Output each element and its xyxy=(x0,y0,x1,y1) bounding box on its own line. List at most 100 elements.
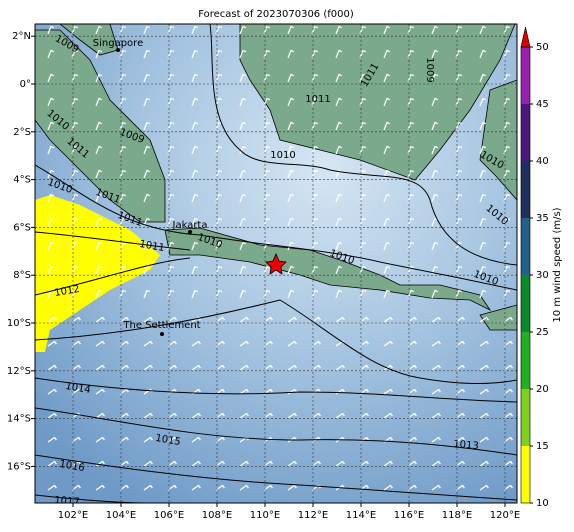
contour-label: 1010 xyxy=(270,150,295,161)
wind-barb xyxy=(167,289,175,299)
wind-barb xyxy=(119,412,129,419)
wind-barb xyxy=(359,412,369,419)
colorbar-tick-label: 10 xyxy=(536,498,549,509)
wind-barb xyxy=(287,217,295,227)
wind-barb xyxy=(335,241,343,251)
colorbar-segment xyxy=(521,104,530,161)
wind-barb xyxy=(455,73,463,83)
wind-barb xyxy=(215,484,225,491)
wind-barb xyxy=(503,169,511,179)
wind-barb xyxy=(335,193,343,203)
wind-barb xyxy=(335,289,343,299)
wind-barb xyxy=(191,49,199,59)
wind-barbs xyxy=(47,25,513,491)
island xyxy=(479,304,517,331)
contour-label: 1016 xyxy=(58,459,85,474)
contour-label: 1013 xyxy=(453,439,479,452)
wind-barb xyxy=(119,49,127,59)
wind-barb xyxy=(191,169,199,179)
wind-barb xyxy=(215,25,223,35)
wind-barb xyxy=(311,460,321,467)
wind-barb xyxy=(479,145,487,155)
wind-barb xyxy=(383,121,391,131)
wind-barb xyxy=(215,97,223,107)
wind-barb xyxy=(143,316,153,323)
wind-barb xyxy=(191,289,199,299)
wind-barb xyxy=(47,340,57,347)
wind-barb xyxy=(47,73,55,83)
place-label: The Settlement xyxy=(122,320,200,331)
wind-barb xyxy=(359,97,367,107)
wind-barb xyxy=(119,364,129,371)
wind-barb xyxy=(335,436,345,443)
wind-barb xyxy=(287,412,297,419)
wind-barb xyxy=(407,73,415,83)
malay-peninsula xyxy=(59,24,119,56)
wind-barb xyxy=(167,193,175,203)
wind-barb xyxy=(119,169,127,179)
wind-barb xyxy=(191,484,201,491)
wind-barb xyxy=(287,49,295,59)
isobar xyxy=(35,164,517,291)
wind-barb xyxy=(95,265,103,275)
wind-barb xyxy=(503,121,511,131)
wind-barb xyxy=(455,388,465,395)
x-tick-label: 120°E xyxy=(490,510,520,521)
wind-barb xyxy=(455,25,463,35)
map-frame xyxy=(34,23,518,504)
wind-barb xyxy=(167,364,177,371)
wind-barb xyxy=(455,121,463,131)
wind-barb xyxy=(311,217,319,227)
wind-barb xyxy=(71,49,79,59)
wind-barb xyxy=(383,436,393,443)
y-tick-label: 8°S xyxy=(13,270,31,281)
colorbar-segment xyxy=(521,275,530,332)
wind-barb xyxy=(263,265,271,275)
wind-barb xyxy=(143,289,151,299)
wind-barb xyxy=(383,145,391,155)
wind-barb xyxy=(143,484,153,491)
wind-barb xyxy=(455,436,465,443)
contour-label: 1017 xyxy=(54,495,80,508)
wind-barb xyxy=(71,436,81,443)
wind-barb xyxy=(47,460,57,467)
wind-barb xyxy=(263,316,273,323)
wind-barb xyxy=(431,241,439,251)
wind-barb xyxy=(215,121,223,131)
x-tick-label: 114°E xyxy=(346,510,376,521)
wind-barb xyxy=(119,388,129,395)
wind-barb xyxy=(95,97,103,107)
wind-barb xyxy=(167,97,175,107)
wind-barb xyxy=(95,25,103,35)
wind-barb xyxy=(359,289,367,299)
colorbar-tick-label: 30 xyxy=(536,270,549,281)
wind-barb xyxy=(431,388,441,395)
wind-barb xyxy=(71,289,79,299)
isobar xyxy=(35,257,191,296)
wind-barb xyxy=(359,484,369,491)
wind-barb xyxy=(407,340,417,347)
wind-barb xyxy=(71,121,79,131)
wind-barb xyxy=(215,289,223,299)
wind-barb xyxy=(263,193,271,203)
wind-barb xyxy=(479,265,487,275)
y-tick-label: 6°S xyxy=(13,222,31,233)
wind-barb xyxy=(431,25,439,35)
wind-barb xyxy=(263,289,271,299)
wind-barb xyxy=(119,241,127,251)
wind-barb xyxy=(431,436,441,443)
wind-barb xyxy=(215,73,223,83)
wind-barb xyxy=(335,73,343,83)
wind-barb xyxy=(167,436,177,443)
wind-barb xyxy=(47,316,57,323)
wind-barb xyxy=(431,73,439,83)
wind-barb xyxy=(287,97,295,107)
wind-barb xyxy=(239,484,249,491)
wind-barb xyxy=(239,316,249,323)
wind-barb xyxy=(143,241,151,251)
wind-barb xyxy=(47,217,55,227)
wind-barb xyxy=(263,412,273,419)
wind-barb xyxy=(383,289,391,299)
wind-barb xyxy=(47,484,57,491)
wind-barb xyxy=(119,121,127,131)
